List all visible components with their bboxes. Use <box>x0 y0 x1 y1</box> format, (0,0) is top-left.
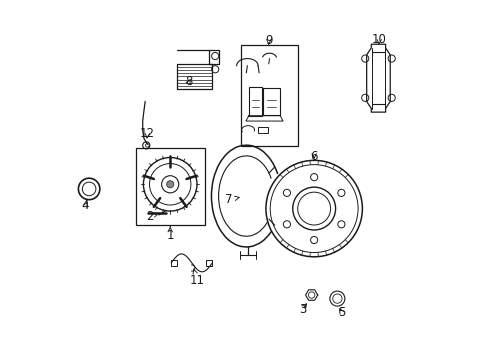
Bar <box>263 88 280 114</box>
Circle shape <box>166 181 173 188</box>
Text: 6: 6 <box>310 150 317 163</box>
Text: 8: 8 <box>185 75 192 88</box>
Text: 10: 10 <box>371 33 386 46</box>
Bar <box>171 260 177 266</box>
Text: 3: 3 <box>298 303 306 316</box>
Text: 4: 4 <box>81 199 89 212</box>
Text: 11: 11 <box>189 269 204 287</box>
Text: 9: 9 <box>264 34 272 47</box>
Bar <box>241 45 298 146</box>
Circle shape <box>265 160 362 257</box>
Text: 2: 2 <box>145 210 159 223</box>
Bar <box>205 260 211 266</box>
Bar <box>258 127 267 133</box>
Text: 7: 7 <box>225 193 239 206</box>
Bar <box>135 148 205 225</box>
Bar <box>248 87 262 116</box>
Text: 1: 1 <box>166 226 174 242</box>
Text: 5: 5 <box>338 306 345 319</box>
Text: 12: 12 <box>140 127 155 140</box>
